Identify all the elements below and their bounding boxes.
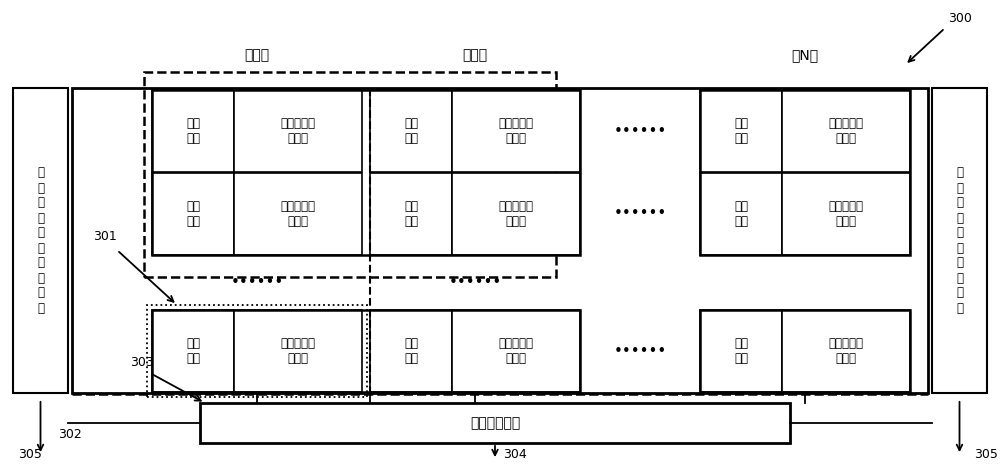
Bar [700, 310, 910, 392]
Text: 像素
单元: 像素 单元 [734, 337, 748, 365]
Bar [370, 90, 452, 172]
Bar [452, 173, 580, 255]
Text: 像素
单元: 像素 单元 [734, 117, 748, 145]
Text: 300: 300 [948, 12, 972, 24]
Bar [234, 90, 362, 172]
Text: 像素
单元: 像素 单元 [186, 337, 200, 365]
Text: 双向转移型
计数器: 双向转移型 计数器 [828, 200, 864, 228]
Bar [234, 173, 362, 255]
Bar [72, 88, 928, 393]
Text: 双向转移型
计数器: 双向转移型 计数器 [828, 117, 864, 145]
Text: 像素
单元: 像素 单元 [404, 117, 418, 145]
Text: 锁
存
器
及
地
址
选
择
电
路: 锁 存 器 及 地 址 选 择 电 路 [956, 167, 963, 314]
Bar [13, 88, 68, 393]
Text: 双向转移型
计数器: 双向转移型 计数器 [280, 337, 316, 365]
Bar [152, 310, 580, 392]
Text: ••••••: •••••• [613, 124, 667, 139]
Bar [152, 90, 234, 172]
Text: 像素
单元: 像素 单元 [404, 200, 418, 228]
Bar [200, 403, 790, 443]
Text: 305: 305 [19, 448, 42, 461]
Text: ••••••: •••••• [613, 206, 667, 221]
Text: 像素
单元: 像素 单元 [734, 200, 748, 228]
Bar [370, 173, 452, 255]
Text: 302: 302 [58, 429, 82, 441]
Text: 双向转移型
计数器: 双向转移型 计数器 [498, 200, 534, 228]
Text: 锁
存
器
及
地
址
选
择
电
路: 锁 存 器 及 地 址 选 择 电 路 [37, 167, 44, 314]
Bar [152, 310, 234, 392]
Bar [700, 173, 782, 255]
Text: ••••••: •••••• [230, 275, 284, 290]
Text: 时序控制电路: 时序控制电路 [470, 416, 520, 430]
Text: 像素
单元: 像素 单元 [404, 337, 418, 365]
Text: 双向转移型
计数器: 双向转移型 计数器 [498, 337, 534, 365]
Text: 双向转移型
计数器: 双向转移型 计数器 [498, 117, 534, 145]
Bar [452, 310, 580, 392]
Text: 303: 303 [130, 357, 154, 370]
Bar [782, 90, 910, 172]
Text: 第二级: 第二级 [462, 48, 488, 62]
Text: 双向转移型
计数器: 双向转移型 计数器 [280, 117, 316, 145]
Bar [147, 305, 367, 397]
Bar [452, 90, 580, 172]
Bar [234, 310, 362, 392]
Text: 像素
单元: 像素 单元 [186, 117, 200, 145]
Bar [782, 310, 910, 392]
Text: 双向转移型
计数器: 双向转移型 计数器 [828, 337, 864, 365]
Text: 第一级: 第一级 [244, 48, 270, 62]
Bar [700, 90, 782, 172]
Text: 第N级: 第N级 [791, 48, 819, 62]
Bar [700, 310, 782, 392]
Text: 305: 305 [974, 448, 998, 461]
Text: 双向转移型
计数器: 双向转移型 计数器 [280, 200, 316, 228]
Text: ••••••: •••••• [613, 344, 667, 358]
Bar [152, 173, 234, 255]
Bar [370, 310, 452, 392]
Text: ••••••: •••••• [448, 275, 502, 290]
Bar [144, 72, 556, 277]
Bar [152, 90, 580, 255]
Text: 301: 301 [93, 231, 117, 243]
Bar [700, 90, 910, 255]
Bar [782, 173, 910, 255]
Bar [932, 88, 987, 393]
Text: 304: 304 [503, 448, 527, 461]
Text: 像素
单元: 像素 单元 [186, 200, 200, 228]
